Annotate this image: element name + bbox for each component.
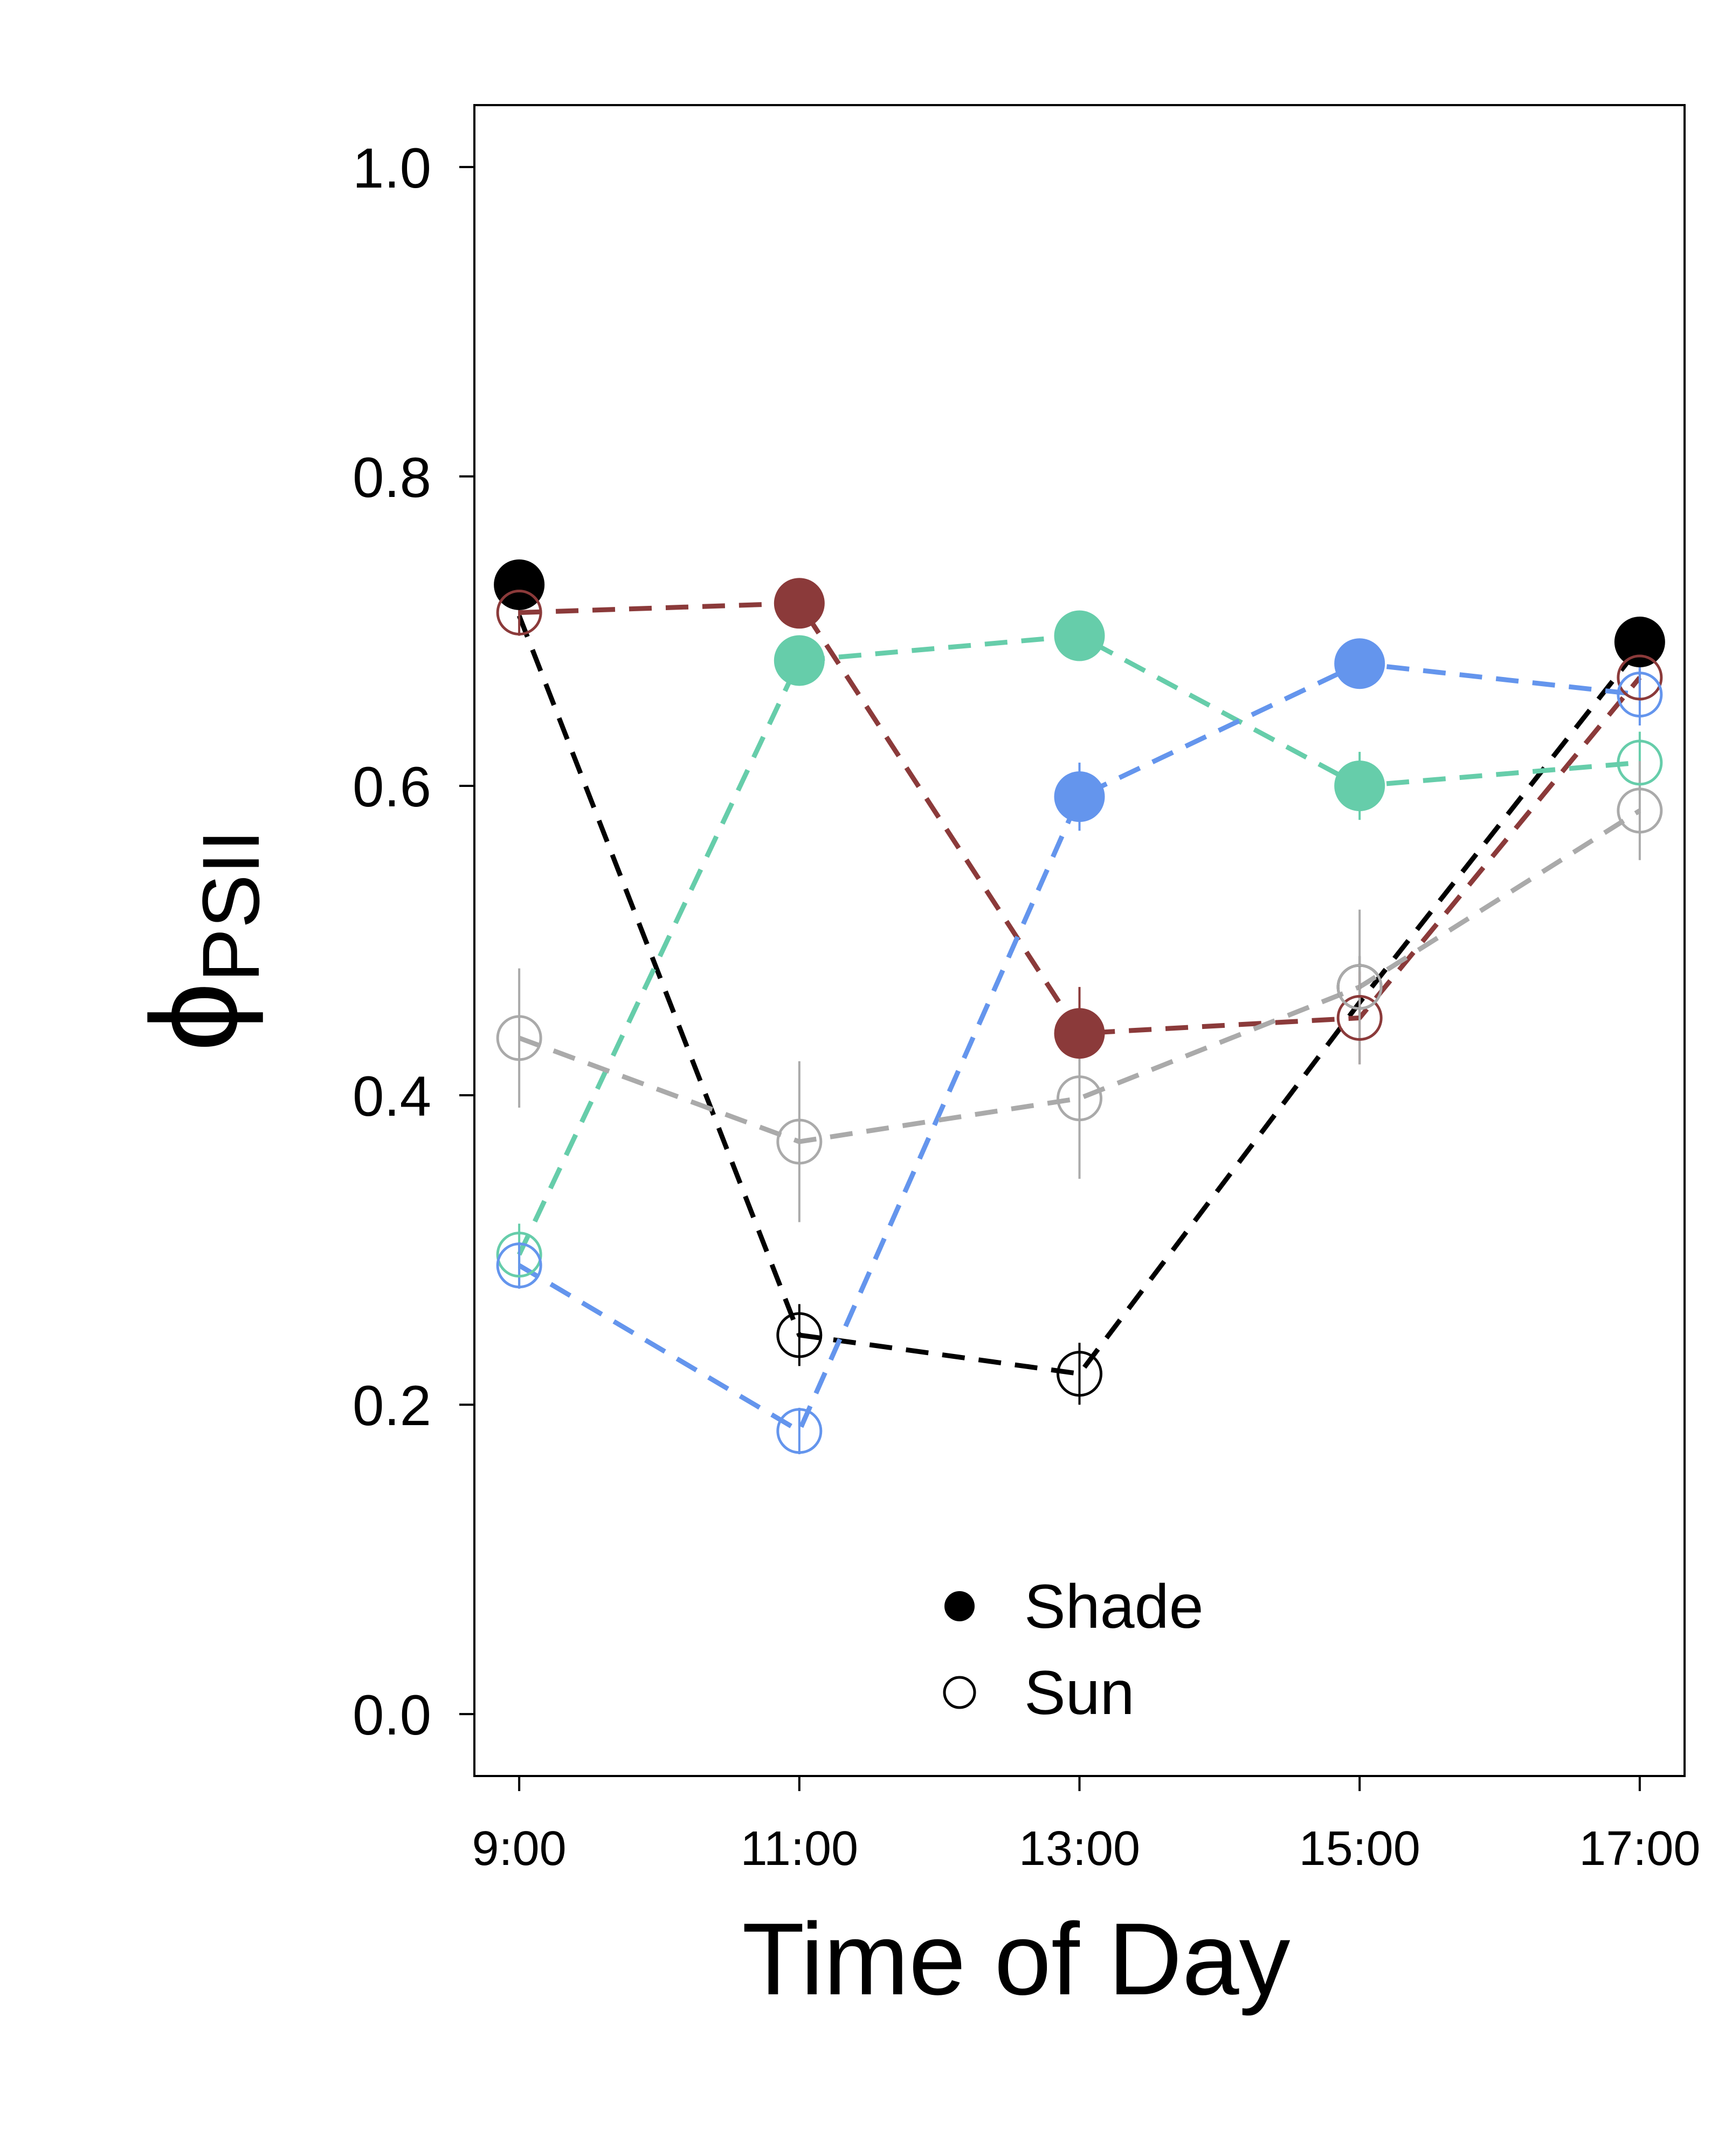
sun-point-blue bbox=[1617, 672, 1663, 718]
x-tick-label: 9:00 bbox=[472, 1822, 567, 1876]
sun-point-brown bbox=[496, 589, 542, 635]
sun-point-green bbox=[496, 1232, 542, 1278]
legend-marker-shade bbox=[944, 1591, 975, 1621]
shade-point-black bbox=[494, 559, 545, 610]
sun-point-gray bbox=[1617, 787, 1663, 834]
legend-label-shade: Shade bbox=[1024, 1572, 1204, 1641]
sun-point-gray bbox=[776, 1118, 823, 1165]
legend-label-sun: Sun bbox=[1024, 1659, 1135, 1727]
sun-point-gray bbox=[1336, 964, 1383, 1010]
shade-point-green bbox=[1054, 610, 1105, 661]
sun-point-blue bbox=[776, 1408, 823, 1454]
series-line-black bbox=[516, 614, 1642, 1377]
shade-point-brown bbox=[774, 578, 825, 629]
x-tick-label: 17:00 bbox=[1579, 1822, 1700, 1876]
sun-point-brown bbox=[1336, 995, 1383, 1041]
sun-point-black bbox=[776, 1312, 823, 1358]
y-axis-title-symbol: ϕ bbox=[125, 982, 264, 1052]
sun-point-gray bbox=[1057, 1075, 1102, 1122]
y-tick-label: 0.8 bbox=[353, 446, 431, 509]
sun-point-black bbox=[1057, 1351, 1102, 1397]
sun-point-brown bbox=[1617, 654, 1663, 701]
shade-point-blue bbox=[1054, 771, 1105, 823]
y-tick-label: 0.4 bbox=[353, 1065, 431, 1128]
shade-point-black bbox=[1614, 617, 1665, 668]
x-tick-label: 13:00 bbox=[1019, 1822, 1140, 1876]
y-tick-label: 0.6 bbox=[353, 756, 431, 819]
shade-point-green bbox=[774, 635, 825, 686]
y-tick-label: 0.0 bbox=[353, 1684, 431, 1747]
x-axis: 9:00 11:00 13:00 15:00 17:00 bbox=[472, 1775, 1700, 1876]
shade-point-brown bbox=[1054, 1008, 1105, 1059]
markers bbox=[494, 559, 1665, 1454]
x-axis-title: Time of Day bbox=[742, 1902, 1290, 2016]
sun-point-gray bbox=[496, 1015, 542, 1061]
series-line-gray bbox=[518, 808, 1641, 1144]
x-tick-label: 11:00 bbox=[741, 1822, 859, 1876]
y-tick-label: 1.0 bbox=[353, 137, 431, 200]
series-line-brown bbox=[519, 600, 1642, 1036]
svg-text:ϕPSII: ϕPSII bbox=[125, 830, 276, 1052]
y-axis-title-subscript: PSII bbox=[185, 830, 276, 982]
y-axis: 0.0 0.2 0.4 0.6 0.8 1.0 bbox=[353, 137, 475, 1747]
y-tick-label: 0.2 bbox=[353, 1374, 431, 1438]
x-tick-label: 15:00 bbox=[1299, 1822, 1420, 1876]
legend: Shade Sun bbox=[943, 1572, 1204, 1727]
shade-point-green bbox=[1334, 760, 1385, 811]
plot-frame bbox=[473, 104, 1686, 1777]
sun-point-green bbox=[1617, 740, 1663, 786]
legend-marker-sun bbox=[943, 1676, 976, 1709]
sun-point-blue bbox=[496, 1242, 542, 1289]
shade-point-blue bbox=[1334, 638, 1385, 689]
y-axis-title: ϕPSII bbox=[125, 830, 276, 1052]
